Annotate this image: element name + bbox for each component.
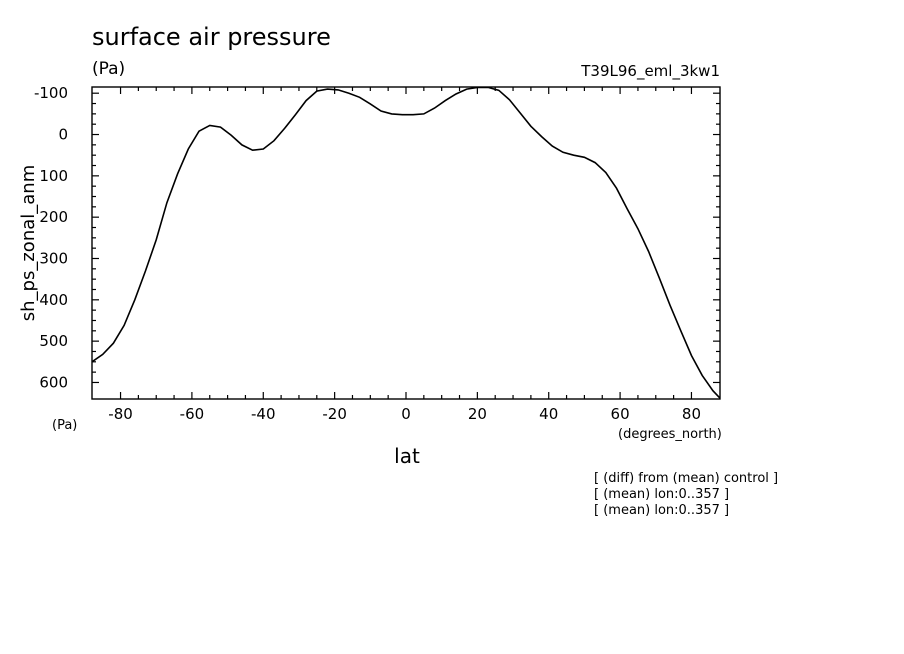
x-tick-label: -60 — [180, 405, 205, 423]
x-axis-units: (degrees_north) — [618, 427, 722, 442]
y-tick-label: 400 — [39, 291, 68, 309]
x-tick-label: 60 — [611, 405, 630, 423]
tick-label-group: -80 -60 -40 -20 0 20 40 60 80 -100 0 100 200 300 400 50… — [34, 84, 701, 423]
x-tick-label: 40 — [539, 405, 558, 423]
y-tick-label: 200 — [39, 208, 68, 226]
x-tick-label: 80 — [682, 405, 701, 423]
x-tick-label: -20 — [322, 405, 347, 423]
y-tick-label: 300 — [39, 249, 68, 267]
note-line-2: [ (mean) lon:0..357 ] — [594, 487, 729, 502]
x-tick-label: -80 — [108, 405, 133, 423]
units-label: (Pa) — [92, 59, 125, 79]
x-tick-label: -40 — [251, 405, 276, 423]
x-tick-label: 0 — [401, 405, 411, 423]
x-axis-label: lat — [394, 444, 420, 468]
chart-title: surface air pressure — [92, 23, 331, 51]
y-tick-label: -100 — [34, 84, 68, 102]
data-line — [91, 86, 721, 399]
x-tick-label: 20 — [468, 405, 487, 423]
y-axis-units: (Pa) — [52, 418, 77, 433]
y-tick-label: 100 — [39, 167, 68, 185]
tick-group — [92, 87, 720, 399]
note-line-3: [ (mean) lon:0..357 ] — [594, 503, 729, 518]
y-axis-label: sh_ps_zonal_anm — [18, 165, 39, 321]
y-tick-label: 500 — [39, 332, 68, 350]
note-line-1: [ (diff) from (mean) control ] — [594, 471, 778, 486]
run-label: T39L96_eml_3kw1 — [580, 62, 720, 81]
plot-frame — [91, 86, 721, 400]
y-tick-label: 600 — [39, 373, 68, 391]
y-tick-label: 0 — [58, 126, 68, 144]
